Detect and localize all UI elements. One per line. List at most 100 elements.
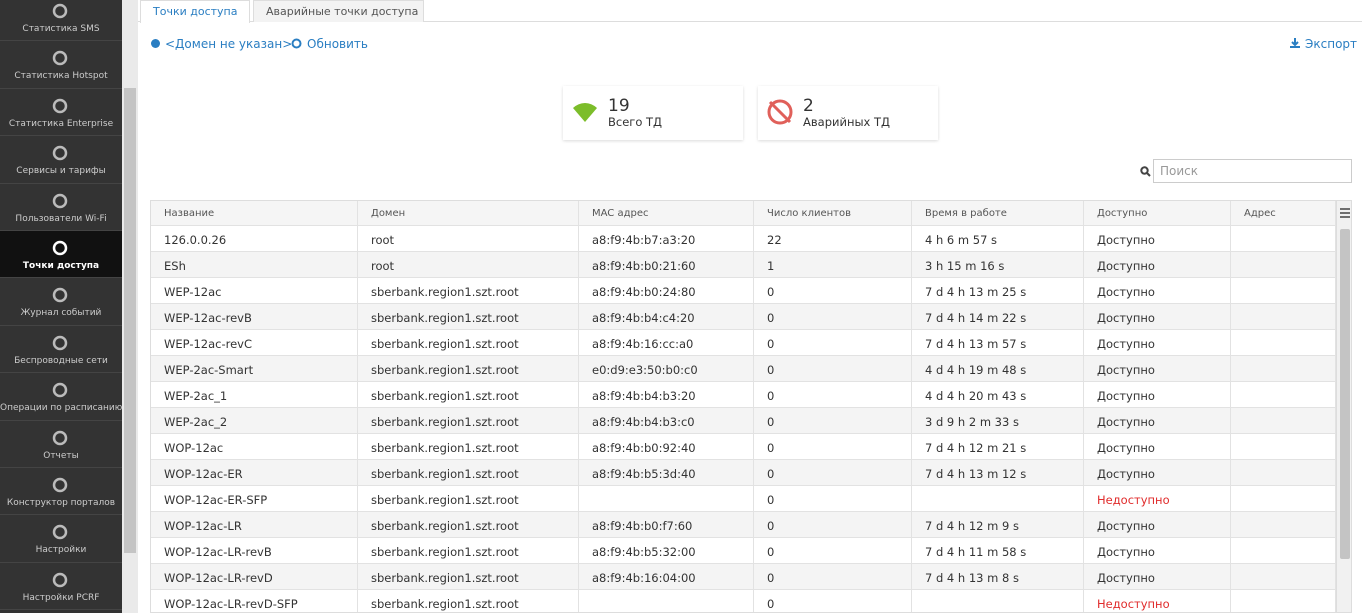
table-cell: root	[358, 226, 579, 251]
column-header[interactable]: Домен	[358, 201, 579, 225]
refresh-link[interactable]: Обновить	[307, 37, 368, 51]
sidebar-label: Статистика Hotspot	[14, 71, 108, 82]
table-row[interactable]: WEP-12ac-revC sberbank.region1.szt.root a8…	[151, 330, 1336, 356]
table-cell: a8:f9:4b:b7:a3:20	[579, 226, 754, 251]
table-row[interactable]: WEP-2ac_1 sberbank.region1.szt.root a8:f9:…	[151, 382, 1336, 408]
table-row[interactable]: WEP-2ac_2 sberbank.region1.szt.root a8:f9:…	[151, 408, 1336, 434]
sidebar-item[interactable]: Настройки	[0, 515, 122, 563]
table-cell: 4 d 4 h 19 m 48 s	[912, 356, 1084, 381]
table-cell: WOP-12ac-LR-revB	[151, 538, 358, 563]
stat-icon	[767, 99, 793, 125]
column-header[interactable]: Адрес	[1231, 201, 1336, 225]
table-cell: sberbank.region1.szt.root	[358, 434, 579, 459]
table-cell: a8:f9:4b:b4:b3:20	[579, 382, 754, 407]
sidebar-item[interactable]: Журнал событий	[0, 278, 122, 326]
table-row[interactable]: WOP-12ac-LR-revD sberbank.region1.szt.roo…	[151, 564, 1336, 590]
table-cell: 0	[754, 486, 912, 511]
table-row[interactable]: 126.0.0.26 root a8:f9:4b:b7:a3:20 22 4 h 6 m…	[151, 226, 1336, 252]
table-cell: sberbank.region1.szt.root	[358, 538, 579, 563]
column-menu[interactable]	[1337, 201, 1352, 225]
table-cell	[912, 590, 1084, 612]
table-cell: a8:f9:4b:b4:b3:c0	[579, 408, 754, 433]
table-cell	[1231, 226, 1336, 251]
table-row[interactable]: WOP-12ac-LR sberbank.region1.szt.root a8:f…	[151, 512, 1336, 538]
table-cell: Доступно	[1084, 538, 1231, 563]
table-cell: 3 h 15 m 16 s	[912, 252, 1084, 277]
refresh-icon	[291, 38, 302, 49]
table-cell: a8:f9:4b:b5:3d:40	[579, 460, 754, 485]
sidebar-item[interactable]: Статистика Enterprise	[0, 89, 122, 137]
sidebar-icon	[52, 193, 68, 208]
sidebar-item[interactable]: Статистика Hotspot	[0, 41, 122, 89]
table-cell: 0	[754, 408, 912, 433]
sidebar-item[interactable]: Конструктор порталов	[0, 468, 122, 516]
sidebar-icon	[52, 3, 68, 19]
table-cell: Доступно	[1084, 434, 1231, 459]
table-cell	[1231, 382, 1336, 407]
table-cell: a8:f9:4b:b5:32:00	[579, 538, 754, 563]
table-row[interactable]: WEP-12ac sberbank.region1.szt.root a8:f9:4…	[151, 278, 1336, 304]
sidebar-item[interactable]: Настройки PCRF	[0, 563, 122, 611]
sidebar-item[interactable]: Точки доступа	[0, 231, 122, 279]
table-cell: WEP-12ac-revB	[151, 304, 358, 329]
sidebar-item[interactable]: Беспроводные сети	[0, 326, 122, 374]
table-row[interactable]: WOP-12ac-LR-revD-SFP sberbank.region1.szt…	[151, 590, 1336, 612]
column-header[interactable]: MAC адрес	[579, 201, 754, 225]
table-cell: 7 d 4 h 13 m 12 s	[912, 460, 1084, 485]
scroll-thumb[interactable]	[1340, 229, 1350, 559]
search-icon	[1140, 166, 1151, 177]
table-cell: 0	[754, 382, 912, 407]
sidebar-item[interactable]: Пользователи Wi-Fi	[0, 184, 122, 231]
table-cell: 3 d 9 h 2 m 33 s	[912, 408, 1084, 433]
table-cell: WEP-2ac-Smart	[151, 356, 358, 381]
table-cell	[1231, 278, 1336, 303]
sidebar-item[interactable]: Статистика SMS	[0, 0, 122, 42]
table-row[interactable]: WOP-12ac-ER-SFP sberbank.region1.szt.root…	[151, 486, 1336, 512]
table-cell: sberbank.region1.szt.root	[358, 486, 579, 511]
sidebar-icon	[52, 430, 68, 445]
sidebar-icon	[52, 51, 68, 66]
table-cell	[579, 590, 754, 612]
column-header[interactable]: Число клиентов	[754, 201, 912, 225]
table-cell	[1231, 356, 1336, 381]
sidebar-item[interactable]: Отчеты	[0, 421, 122, 468]
column-header[interactable]: Время в работе	[912, 201, 1084, 225]
table-row[interactable]: WEP-2ac-Smart sberbank.region1.szt.root e0…	[151, 356, 1336, 382]
table-cell: Доступно	[1084, 304, 1231, 329]
table-row[interactable]: WOP-12ac sberbank.region1.szt.root a8:f9:4…	[151, 434, 1336, 460]
sidebar-item[interactable]: Сервисы и тарифы	[0, 136, 122, 184]
domain-link[interactable]: <Домен не указан>	[165, 37, 293, 51]
column-header[interactable]: Название	[151, 201, 358, 225]
sidebar-label: Конструктор порталов	[6, 498, 116, 508]
table-cell: 0	[754, 538, 912, 563]
table-scrollbar	[1336, 201, 1352, 612]
scroll-thumb[interactable]	[124, 88, 136, 553]
table-cell: a8:f9:4b:b4:c4:20	[579, 304, 754, 329]
column-header[interactable]: Доступно	[1084, 201, 1231, 225]
table-row[interactable]: WOP-12ac-LR-revB sberbank.region1.szt.roo…	[151, 538, 1336, 564]
export-icon	[1290, 38, 1300, 48]
table-cell: sberbank.region1.szt.root	[358, 304, 579, 329]
table-header: Название Домен MAC адрес Число клиентов Врем…	[151, 201, 1336, 226]
table-row[interactable]: ESh root a8:f9:4b:b0:21:60 1 3 h 15 m 16 s До…	[151, 252, 1336, 278]
export-link[interactable]: Экспорт	[1305, 37, 1358, 51]
sidebar-label: Точки доступа	[22, 261, 100, 271]
table-cell	[1231, 408, 1336, 433]
table-cell: WEP-2ac_1	[151, 382, 358, 407]
table-cell	[1231, 590, 1336, 612]
tab[interactable]: Аварийные точки доступа	[253, 0, 424, 22]
table-row[interactable]: WEP-12ac-revB sberbank.region1.szt.root a8…	[151, 304, 1336, 330]
sidebar-item[interactable]: Операции по расписанию	[0, 373, 122, 421]
search-input[interactable]: Поиск	[1153, 159, 1352, 183]
table-row[interactable]: WOP-12ac-ER sberbank.region1.szt.root a8:f…	[151, 460, 1336, 486]
table-cell: 0	[754, 590, 912, 612]
table-cell: Доступно	[1084, 356, 1231, 381]
table-cell: Недоступно	[1084, 590, 1231, 612]
stat-value: 2	[803, 96, 814, 116]
table-cell: Доступно	[1084, 564, 1231, 589]
sidebar-label: Настройки	[35, 545, 87, 556]
tab[interactable]: Точки доступа	[140, 0, 250, 23]
table-cell	[912, 486, 1084, 511]
table-cell: WOP-12ac-LR	[151, 512, 358, 537]
